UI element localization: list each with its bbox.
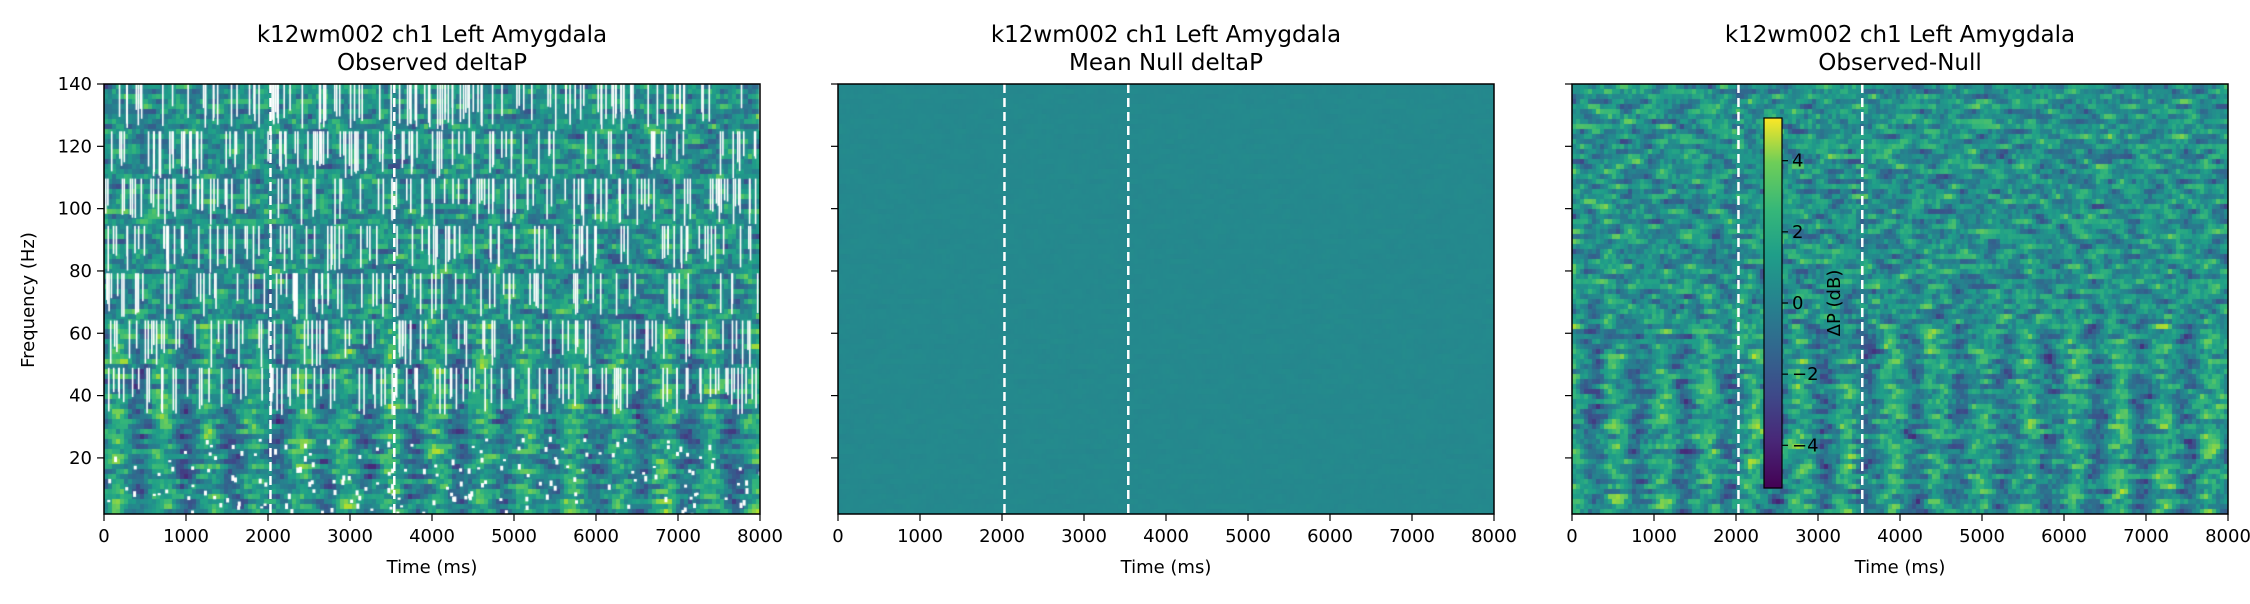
- x-tick-label: 5000: [491, 526, 537, 547]
- heatmap-image: [104, 84, 760, 514]
- x-tick-label: 2000: [979, 526, 1025, 547]
- x-tick-label: 5000: [1959, 526, 2005, 547]
- chart-subtitle: Observed-Null: [1818, 50, 1982, 76]
- x-axis-label: Time (ms): [386, 557, 478, 578]
- heatmap-image: [1572, 84, 2228, 514]
- y-tick-label: 20: [69, 448, 92, 469]
- colorbar-tick-label: 2: [1792, 222, 1803, 243]
- colorbar: 4 2 0 −2 −4 ΔP (dB): [1763, 117, 1845, 489]
- heatmap-image: [838, 84, 1494, 514]
- x-tick-label: 3000: [327, 526, 373, 547]
- x-tick-label: 1000: [897, 526, 943, 547]
- x-tick-label: 3000: [1795, 526, 1841, 547]
- chart-title: k12wm002 ch1 Left Amygdala: [1725, 22, 2075, 48]
- chart-title: k12wm002 ch1 Left Amygdala: [257, 22, 607, 48]
- x-tick-label: 4000: [1143, 526, 1189, 547]
- x-tick-label: 8000: [2205, 526, 2250, 547]
- x-tick-label: 3000: [1061, 526, 1107, 547]
- x-tick-label: 6000: [2041, 526, 2087, 547]
- x-tick-label: 2000: [245, 526, 291, 547]
- x-tick-label: 4000: [1877, 526, 1923, 547]
- colorbar-tick-label: −4: [1792, 435, 1819, 456]
- y-tick-label: 140: [58, 74, 92, 95]
- x-tick-label: 7000: [2123, 526, 2169, 547]
- x-tick-label: 7000: [655, 526, 701, 547]
- colorbar-tick-label: −2: [1792, 364, 1819, 385]
- x-tick-label: 6000: [573, 526, 619, 547]
- x-tick-label: 0: [98, 526, 109, 547]
- chart-subtitle: Observed deltaP: [337, 50, 527, 76]
- x-tick-label: 7000: [1389, 526, 1435, 547]
- shared-ylabel: Frequency (Hz): [18, 232, 39, 368]
- x-tick-label: 8000: [1471, 526, 1517, 547]
- x-tick-label: 0: [1566, 526, 1577, 547]
- x-tick-label: 2000: [1713, 526, 1759, 547]
- x-axis-label: Time (ms): [1854, 557, 1946, 578]
- colorbar-tick-label: 0: [1792, 293, 1803, 314]
- x-tick-label: 6000: [1307, 526, 1353, 547]
- x-tick-label: 1000: [1631, 526, 1677, 547]
- x-tick-label: 8000: [737, 526, 783, 547]
- colorbar-tick-label: 4: [1792, 151, 1803, 172]
- x-tick-label: 4000: [409, 526, 455, 547]
- y-tick-label: 80: [69, 261, 92, 282]
- y-tick-label: 60: [69, 323, 92, 344]
- x-tick-label: 5000: [1225, 526, 1271, 547]
- y-tick-label: 120: [58, 136, 92, 157]
- y-tick-label: 40: [69, 386, 92, 407]
- x-tick-label: 1000: [163, 526, 209, 547]
- chart-subtitle: Mean Null deltaP: [1069, 50, 1263, 76]
- colorbar-gradient: [1763, 117, 1783, 489]
- y-tick-label: 100: [58, 199, 92, 220]
- x-tick-label: 0: [832, 526, 843, 547]
- x-axis-label: Time (ms): [1120, 557, 1212, 578]
- chart-title: k12wm002 ch1 Left Amygdala: [991, 22, 1341, 48]
- colorbar-label: ΔP (dB): [1824, 270, 1845, 337]
